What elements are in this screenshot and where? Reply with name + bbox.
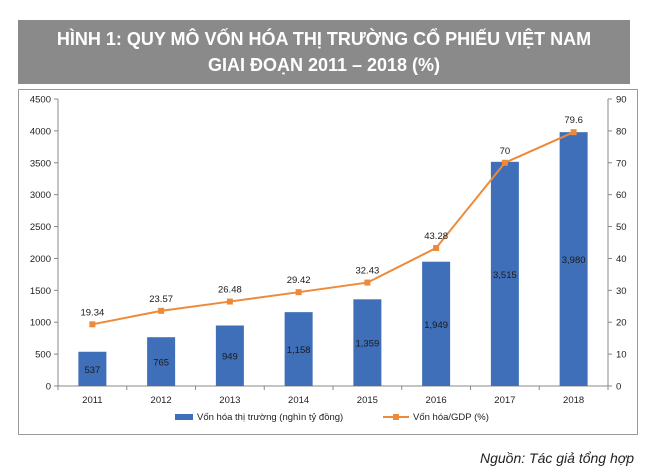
bar xyxy=(147,337,176,386)
y-right-tick-label: 30 xyxy=(616,286,627,297)
bar xyxy=(422,261,451,386)
bar-data-label: 949 xyxy=(222,352,238,363)
y-left-tick-label: 0 xyxy=(46,382,51,393)
y-right-tick-label: 40 xyxy=(616,254,627,265)
x-tick-label: 2011 xyxy=(82,395,102,406)
line-data-label: 19.34 xyxy=(80,307,104,318)
line-data-label: 32.43 xyxy=(355,266,379,277)
figure-title-line2: GIAI ĐOẠN 2011 – 2018 (%) xyxy=(207,55,441,75)
y-left-tick-label: 1000 xyxy=(30,318,51,329)
bar xyxy=(559,132,588,386)
y-right-tick-label: 70 xyxy=(616,158,627,169)
line-data-label: 79.6 xyxy=(564,115,583,126)
bar xyxy=(215,325,244,386)
legend-line-label: Vốn hóa/GDP (%) xyxy=(413,412,489,423)
y-right-tick-label: 50 xyxy=(616,222,627,233)
chart-frame xyxy=(18,89,638,435)
y-left-tick-label: 1500 xyxy=(30,286,51,297)
y-left-tick-label: 500 xyxy=(35,350,51,361)
bar-data-label: 537 xyxy=(84,365,100,376)
y-left-tick-label: 3000 xyxy=(30,190,51,201)
x-tick-label: 2017 xyxy=(494,395,515,406)
x-tick-label: 2012 xyxy=(151,395,172,406)
line-data-label: 29.42 xyxy=(287,275,311,286)
bar xyxy=(78,351,107,386)
line-point xyxy=(89,321,96,328)
figure-title-line1: HÌNH 1: QUY MÔ VỐN HÓA THỊ TRƯỜNG CỔ PHI… xyxy=(56,29,592,49)
line-point xyxy=(226,298,233,305)
bar xyxy=(284,312,313,386)
y-right-tick-label: 80 xyxy=(616,126,627,137)
legend-bar-label: Vốn hóa thị trường (nghìn tỷ đồng) xyxy=(197,412,343,423)
line-point xyxy=(433,244,440,251)
y-right-tick-label: 60 xyxy=(616,190,627,201)
line-point xyxy=(158,307,165,314)
legend-line-marker xyxy=(393,414,399,420)
y-right-tick-label: 20 xyxy=(616,318,627,329)
y-left-tick-label: 3500 xyxy=(30,158,51,169)
bar xyxy=(353,299,382,386)
line-point xyxy=(501,159,508,166)
bar-data-label: 765 xyxy=(153,358,169,369)
line-point xyxy=(295,289,302,296)
y-left-tick-label: 2000 xyxy=(30,254,51,265)
line-data-label: 23.57 xyxy=(149,294,173,305)
bar-data-label: 1,158 xyxy=(287,345,311,356)
y-right-tick-label: 90 xyxy=(616,95,627,106)
bar-data-label: 1,359 xyxy=(355,339,379,350)
bar-data-label: 1,949 xyxy=(424,320,448,331)
legend-bar-swatch xyxy=(175,414,193,420)
x-tick-label: 2018 xyxy=(563,395,584,406)
x-tick-label: 2013 xyxy=(219,395,240,406)
x-tick-label: 2015 xyxy=(357,395,378,406)
bar xyxy=(490,161,519,386)
bar-data-label: 3,515 xyxy=(493,270,517,281)
line-data-label: 26.48 xyxy=(218,285,242,296)
figure-title-banner: HÌNH 1: QUY MÔ VỐN HÓA THỊ TRƯỜNG CỔ PHI… xyxy=(18,20,630,84)
line-data-label: 43.28 xyxy=(424,231,448,242)
x-tick-label: 2016 xyxy=(426,395,447,406)
line-point xyxy=(364,279,371,286)
y-left-tick-label: 4000 xyxy=(30,126,51,137)
y-left-tick-label: 4500 xyxy=(30,95,51,106)
y-right-tick-label: 0 xyxy=(616,382,621,393)
line-point xyxy=(570,129,577,136)
source-note: Nguồn: Tác giả tổng hợp xyxy=(479,450,634,466)
gdp-ratio-line xyxy=(92,131,575,326)
bar-data-label: 3,980 xyxy=(562,255,586,266)
y-right-tick-label: 10 xyxy=(616,350,627,361)
line-data-label: 70 xyxy=(500,146,511,157)
y-left-tick-label: 2500 xyxy=(30,222,51,233)
x-tick-label: 2014 xyxy=(288,395,309,406)
